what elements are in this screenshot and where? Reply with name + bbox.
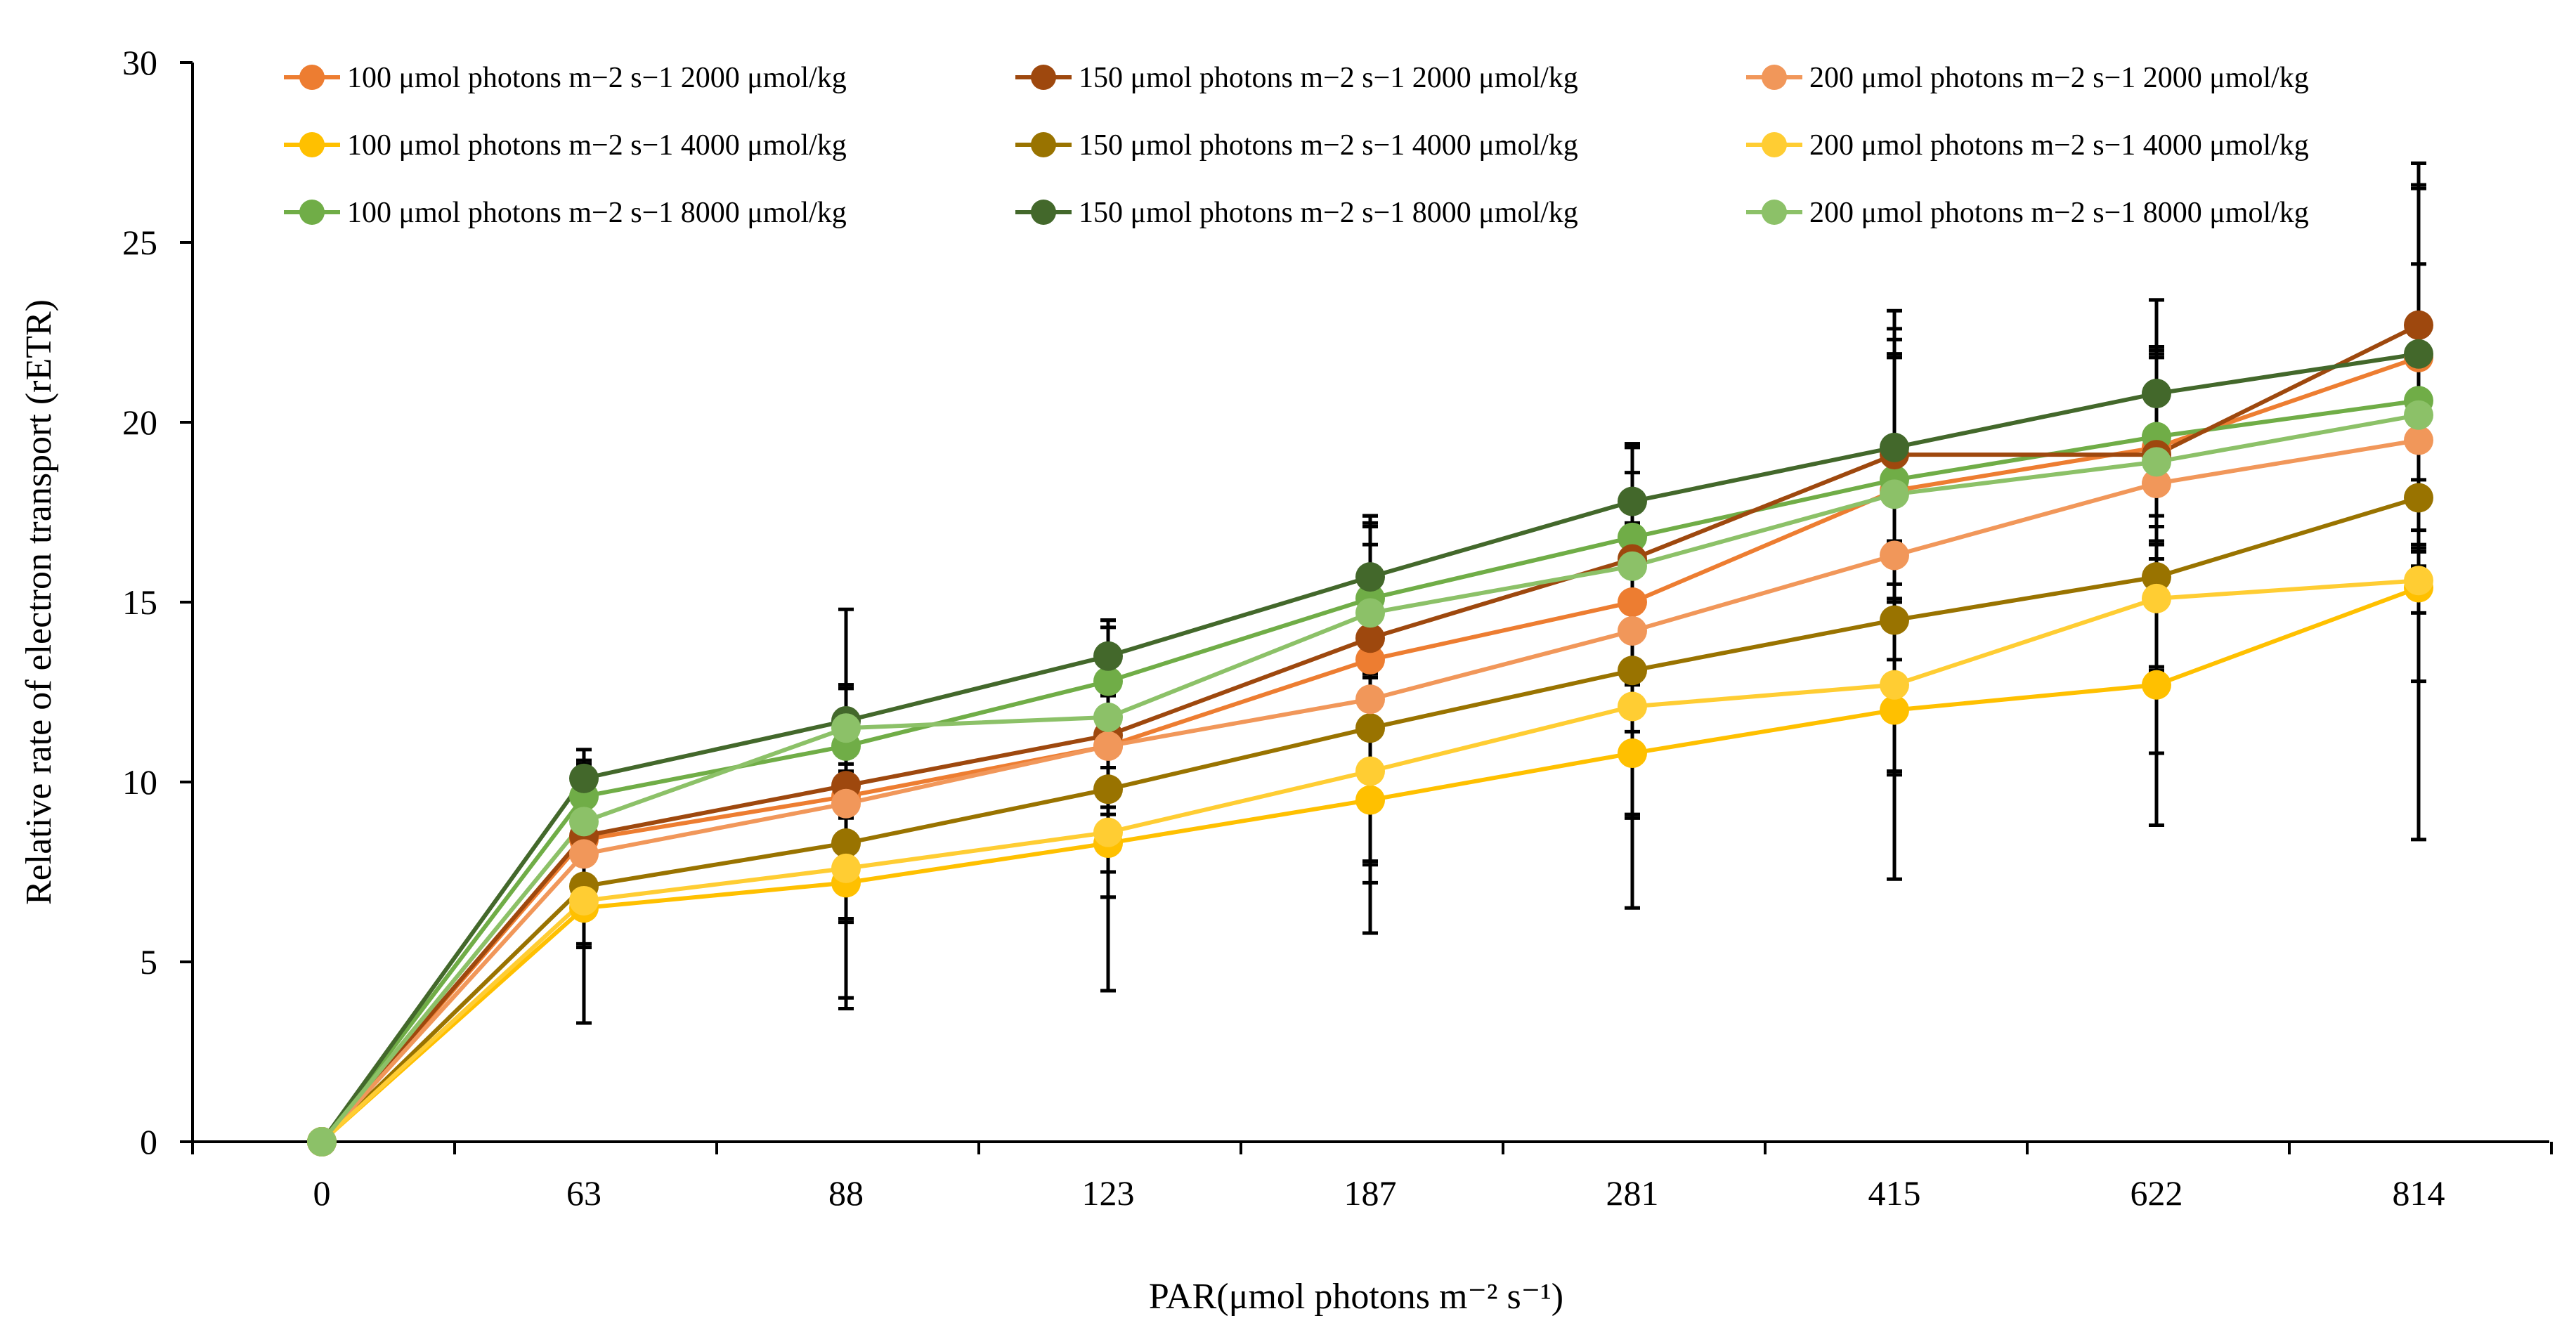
x-tick-label: 0 <box>313 1173 331 1213</box>
data-point-series-9 <box>307 1127 337 1157</box>
data-point-series-2 <box>2142 670 2171 700</box>
data-point-series-9 <box>1355 598 1385 628</box>
data-point-series-7 <box>831 788 861 819</box>
data-point-series-7 <box>1355 684 1385 715</box>
data-point-series-9 <box>2142 447 2171 477</box>
y-tick-label: 10 <box>122 762 157 802</box>
data-point-series-2 <box>1618 738 1647 769</box>
data-point-series-2 <box>1355 785 1385 815</box>
data-point-series-9 <box>1618 551 1647 581</box>
legend-marker <box>1031 200 1056 225</box>
data-point-series-6 <box>2404 339 2433 369</box>
data-point-series-5 <box>2142 562 2171 592</box>
series-points <box>307 310 2433 1157</box>
data-point-series-4 <box>2404 310 2433 340</box>
data-point-series-7 <box>1618 615 1647 646</box>
legend: 100 μmol photons m−2 s−1 2000 μmol/kg 100… <box>284 62 2309 229</box>
legend-label: 100 μmol photons m−2 s−1 4000 μmol/kg <box>347 129 847 162</box>
legend-label: 100 μmol photons m−2 s−1 2000 μmol/kg <box>347 62 847 94</box>
y-ticks: 0 5 10 15 20 25 30 <box>122 43 193 1161</box>
legend-label: 150 μmol photons m−2 s−1 4000 μmol/kg <box>1079 129 1578 162</box>
legend-marker <box>1031 132 1056 157</box>
data-point-series-6 <box>1355 562 1385 592</box>
legend-label: 150 μmol photons m−2 s−1 2000 μmol/kg <box>1079 62 1578 94</box>
legend-label: 200 μmol photons m−2 s−1 4000 μmol/kg <box>1809 129 2309 162</box>
data-point-series-1 <box>1618 587 1647 617</box>
legend-label: 200 μmol photons m−2 s−1 2000 μmol/kg <box>1809 62 2309 94</box>
data-point-series-8 <box>1355 756 1385 786</box>
x-tick-label: 123 <box>1082 1173 1135 1213</box>
legend-marker <box>1762 132 1787 157</box>
data-point-series-9 <box>569 807 599 837</box>
data-point-series-7 <box>1880 540 1909 571</box>
data-point-series-8 <box>1618 691 1647 722</box>
data-point-series-8 <box>2404 566 2433 596</box>
data-point-series-6 <box>2142 379 2171 409</box>
data-point-series-3 <box>1093 666 1123 696</box>
data-point-series-5 <box>1093 774 1123 804</box>
y-tick-label: 25 <box>122 223 157 262</box>
data-point-series-5 <box>1618 656 1647 686</box>
data-point-series-8 <box>831 853 861 883</box>
data-point-series-3 <box>1618 522 1647 552</box>
data-point-series-7 <box>1093 731 1123 761</box>
x-tick-label: 814 <box>2393 1173 2445 1213</box>
x-ticks: 0 63 88 123 187 281 415 622 814 <box>191 1142 2553 1213</box>
data-point-series-7 <box>569 839 599 869</box>
data-point-series-9 <box>1880 479 1909 509</box>
data-point-series-5 <box>2404 483 2433 513</box>
data-point-series-8 <box>1880 670 1909 700</box>
data-point-series-8 <box>2142 583 2171 613</box>
data-point-series-8 <box>569 885 599 916</box>
legend-marker <box>1762 65 1787 90</box>
data-point-series-5 <box>1880 605 1909 635</box>
y-tick-label: 15 <box>122 582 157 622</box>
data-point-series-6 <box>1093 641 1123 671</box>
data-point-series-5 <box>1355 713 1385 743</box>
legend-marker <box>299 200 325 225</box>
data-point-series-9 <box>2404 400 2433 430</box>
data-point-series-1 <box>1355 644 1385 675</box>
legend-label: 150 μmol photons m−2 s−1 8000 μmol/kg <box>1079 197 1578 229</box>
data-point-series-6 <box>1618 486 1647 516</box>
y-tick-label: 5 <box>140 942 157 982</box>
y-tick-label: 20 <box>122 403 157 442</box>
legend-marker <box>299 65 325 90</box>
legend-marker <box>299 132 325 157</box>
y-axis-title: Relative rate of electron transport (rET… <box>19 299 59 905</box>
x-axis-title: PAR(μmol photons m⁻² s⁻¹) <box>1149 1277 1563 1317</box>
legend-label: 200 μmol photons m−2 s−1 8000 μmol/kg <box>1809 197 2309 229</box>
data-point-series-6 <box>569 763 599 793</box>
x-tick-label: 63 <box>566 1173 601 1213</box>
data-point-series-2 <box>1880 695 1909 725</box>
data-point-series-8 <box>1093 817 1123 847</box>
legend-label: 100 μmol photons m−2 s−1 8000 μmol/kg <box>347 197 847 229</box>
data-point-series-9 <box>831 713 861 743</box>
data-point-series-7 <box>2142 469 2171 499</box>
data-point-series-6 <box>1880 432 1909 462</box>
x-tick-label: 187 <box>1344 1173 1397 1213</box>
x-tick-label: 415 <box>1868 1173 1921 1213</box>
y-tick-label: 0 <box>140 1122 157 1161</box>
y-tick-label: 30 <box>122 43 157 82</box>
data-point-series-7 <box>2404 425 2433 455</box>
data-point-series-4 <box>1355 623 1385 653</box>
legend-marker <box>1031 65 1056 90</box>
data-point-series-9 <box>1093 702 1123 732</box>
x-tick-label: 281 <box>1606 1173 1659 1213</box>
x-tick-label: 88 <box>828 1173 864 1213</box>
data-point-series-5 <box>831 828 861 859</box>
legend-marker <box>1762 200 1787 225</box>
x-tick-label: 622 <box>2131 1173 2183 1213</box>
